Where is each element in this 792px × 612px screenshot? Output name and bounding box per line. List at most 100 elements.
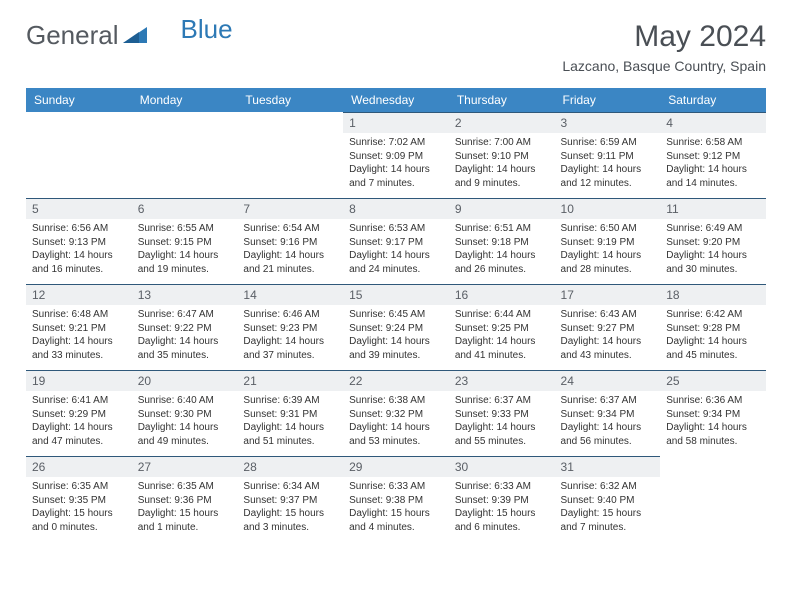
day-data: Sunrise: 6:39 AMSunset: 9:31 PMDaylight:… (237, 391, 343, 454)
calendar-week-row: 12Sunrise: 6:48 AMSunset: 9:21 PMDayligh… (26, 284, 766, 370)
day-data: Sunrise: 6:33 AMSunset: 9:39 PMDaylight:… (449, 477, 555, 540)
weekday-header: Wednesday (343, 88, 449, 112)
weekday-header: Friday (555, 88, 661, 112)
calendar-body: 1Sunrise: 7:02 AMSunset: 9:09 PMDaylight… (26, 112, 766, 542)
day-number: 26 (26, 456, 132, 477)
weekday-header: Monday (132, 88, 238, 112)
day-number: 30 (449, 456, 555, 477)
calendar-day-cell: 29Sunrise: 6:33 AMSunset: 9:38 PMDayligh… (343, 456, 449, 542)
calendar-thead: SundayMondayTuesdayWednesdayThursdayFrid… (26, 88, 766, 112)
day-number: 24 (555, 370, 661, 391)
day-number: 5 (26, 198, 132, 219)
calendar-day-cell: 23Sunrise: 6:37 AMSunset: 9:33 PMDayligh… (449, 370, 555, 456)
day-data: Sunrise: 7:00 AMSunset: 9:10 PMDaylight:… (449, 133, 555, 196)
calendar-page: General Blue May 2024 Lazcano, Basque Co… (0, 0, 792, 612)
day-data: Sunrise: 6:44 AMSunset: 9:25 PMDaylight:… (449, 305, 555, 368)
day-number: 29 (343, 456, 449, 477)
day-number: 6 (132, 198, 238, 219)
day-number: 13 (132, 284, 238, 305)
calendar-day-cell: 11Sunrise: 6:49 AMSunset: 9:20 PMDayligh… (660, 198, 766, 284)
calendar-day-cell: 5Sunrise: 6:56 AMSunset: 9:13 PMDaylight… (26, 198, 132, 284)
day-number: 1 (343, 112, 449, 133)
day-data: Sunrise: 6:58 AMSunset: 9:12 PMDaylight:… (660, 133, 766, 196)
calendar-day-cell: 7Sunrise: 6:54 AMSunset: 9:16 PMDaylight… (237, 198, 343, 284)
day-number: 27 (132, 456, 238, 477)
day-number: 8 (343, 198, 449, 219)
header: General Blue May 2024 Lazcano, Basque Co… (26, 20, 766, 74)
day-number: 19 (26, 370, 132, 391)
day-data: Sunrise: 6:36 AMSunset: 9:34 PMDaylight:… (660, 391, 766, 454)
calendar-day-cell: 15Sunrise: 6:45 AMSunset: 9:24 PMDayligh… (343, 284, 449, 370)
day-number: 7 (237, 198, 343, 219)
weekday-header: Saturday (660, 88, 766, 112)
calendar-day-cell: 18Sunrise: 6:42 AMSunset: 9:28 PMDayligh… (660, 284, 766, 370)
calendar-day-cell: 25Sunrise: 6:36 AMSunset: 9:34 PMDayligh… (660, 370, 766, 456)
calendar-day-cell: 19Sunrise: 6:41 AMSunset: 9:29 PMDayligh… (26, 370, 132, 456)
day-number: 9 (449, 198, 555, 219)
day-data: Sunrise: 7:02 AMSunset: 9:09 PMDaylight:… (343, 133, 449, 196)
calendar-day-cell: 3Sunrise: 6:59 AMSunset: 9:11 PMDaylight… (555, 112, 661, 198)
calendar-day-cell: 30Sunrise: 6:33 AMSunset: 9:39 PMDayligh… (449, 456, 555, 542)
day-data: Sunrise: 6:41 AMSunset: 9:29 PMDaylight:… (26, 391, 132, 454)
day-number: 4 (660, 112, 766, 133)
day-data: Sunrise: 6:50 AMSunset: 9:19 PMDaylight:… (555, 219, 661, 282)
day-number: 18 (660, 284, 766, 305)
day-data: Sunrise: 6:37 AMSunset: 9:33 PMDaylight:… (449, 391, 555, 454)
day-number: 11 (660, 198, 766, 219)
calendar-day-cell (26, 112, 132, 198)
day-data: Sunrise: 6:38 AMSunset: 9:32 PMDaylight:… (343, 391, 449, 454)
calendar-week-row: 26Sunrise: 6:35 AMSunset: 9:35 PMDayligh… (26, 456, 766, 542)
title-block: May 2024 Lazcano, Basque Country, Spain (562, 20, 766, 74)
day-data: Sunrise: 6:43 AMSunset: 9:27 PMDaylight:… (555, 305, 661, 368)
day-number: 20 (132, 370, 238, 391)
calendar-day-cell: 20Sunrise: 6:40 AMSunset: 9:30 PMDayligh… (132, 370, 238, 456)
day-data: Sunrise: 6:33 AMSunset: 9:38 PMDaylight:… (343, 477, 449, 540)
day-number: 28 (237, 456, 343, 477)
day-data: Sunrise: 6:46 AMSunset: 9:23 PMDaylight:… (237, 305, 343, 368)
calendar-day-cell (237, 112, 343, 198)
calendar-day-cell (132, 112, 238, 198)
brand-word-1: General (26, 20, 119, 51)
day-data: Sunrise: 6:49 AMSunset: 9:20 PMDaylight:… (660, 219, 766, 282)
calendar-day-cell: 28Sunrise: 6:34 AMSunset: 9:37 PMDayligh… (237, 456, 343, 542)
weekday-header: Thursday (449, 88, 555, 112)
calendar-day-cell: 10Sunrise: 6:50 AMSunset: 9:19 PMDayligh… (555, 198, 661, 284)
day-number: 21 (237, 370, 343, 391)
brand-logo: General Blue (26, 20, 205, 51)
day-data: Sunrise: 6:42 AMSunset: 9:28 PMDaylight:… (660, 305, 766, 368)
day-number: 17 (555, 284, 661, 305)
calendar-day-cell (660, 456, 766, 542)
calendar-day-cell: 17Sunrise: 6:43 AMSunset: 9:27 PMDayligh… (555, 284, 661, 370)
calendar-day-cell: 22Sunrise: 6:38 AMSunset: 9:32 PMDayligh… (343, 370, 449, 456)
calendar-day-cell: 14Sunrise: 6:46 AMSunset: 9:23 PMDayligh… (237, 284, 343, 370)
day-number: 31 (555, 456, 661, 477)
day-data: Sunrise: 6:48 AMSunset: 9:21 PMDaylight:… (26, 305, 132, 368)
day-data: Sunrise: 6:54 AMSunset: 9:16 PMDaylight:… (237, 219, 343, 282)
day-data: Sunrise: 6:51 AMSunset: 9:18 PMDaylight:… (449, 219, 555, 282)
calendar-day-cell: 6Sunrise: 6:55 AMSunset: 9:15 PMDaylight… (132, 198, 238, 284)
day-number: 15 (343, 284, 449, 305)
brand-word-2: Blue (181, 14, 233, 45)
calendar-table: SundayMondayTuesdayWednesdayThursdayFrid… (26, 88, 766, 542)
calendar-day-cell: 26Sunrise: 6:35 AMSunset: 9:35 PMDayligh… (26, 456, 132, 542)
calendar-day-cell: 31Sunrise: 6:32 AMSunset: 9:40 PMDayligh… (555, 456, 661, 542)
day-data: Sunrise: 6:56 AMSunset: 9:13 PMDaylight:… (26, 219, 132, 282)
day-data: Sunrise: 6:37 AMSunset: 9:34 PMDaylight:… (555, 391, 661, 454)
day-data: Sunrise: 6:35 AMSunset: 9:36 PMDaylight:… (132, 477, 238, 540)
calendar-day-cell: 8Sunrise: 6:53 AMSunset: 9:17 PMDaylight… (343, 198, 449, 284)
calendar-week-row: 5Sunrise: 6:56 AMSunset: 9:13 PMDaylight… (26, 198, 766, 284)
weekday-header: Tuesday (237, 88, 343, 112)
day-data: Sunrise: 6:47 AMSunset: 9:22 PMDaylight:… (132, 305, 238, 368)
day-data: Sunrise: 6:59 AMSunset: 9:11 PMDaylight:… (555, 133, 661, 196)
calendar-day-cell: 4Sunrise: 6:58 AMSunset: 9:12 PMDaylight… (660, 112, 766, 198)
day-number: 25 (660, 370, 766, 391)
location-subtitle: Lazcano, Basque Country, Spain (562, 58, 766, 74)
day-number: 3 (555, 112, 661, 133)
calendar-day-cell: 24Sunrise: 6:37 AMSunset: 9:34 PMDayligh… (555, 370, 661, 456)
weekday-header: Sunday (26, 88, 132, 112)
day-data: Sunrise: 6:40 AMSunset: 9:30 PMDaylight:… (132, 391, 238, 454)
calendar-day-cell: 2Sunrise: 7:00 AMSunset: 9:10 PMDaylight… (449, 112, 555, 198)
brand-triangle-icon (123, 23, 147, 48)
day-data: Sunrise: 6:32 AMSunset: 9:40 PMDaylight:… (555, 477, 661, 540)
calendar-day-cell: 21Sunrise: 6:39 AMSunset: 9:31 PMDayligh… (237, 370, 343, 456)
